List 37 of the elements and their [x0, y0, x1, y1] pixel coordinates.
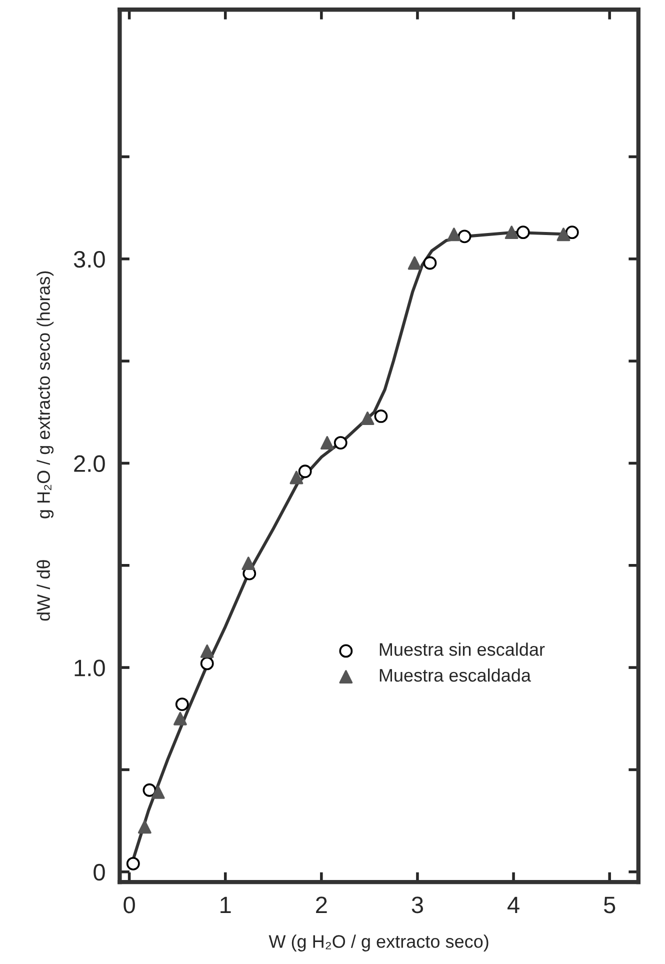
legend-label: Muestra escaldada — [380, 668, 531, 682]
point — [151, 785, 165, 799]
x-tick-label: 3 — [412, 896, 423, 914]
point — [374, 410, 388, 423]
point — [175, 698, 189, 712]
point — [334, 436, 348, 450]
x-tick-label: 2 — [316, 896, 327, 914]
point — [298, 464, 312, 478]
point — [408, 256, 422, 270]
point — [320, 436, 334, 450]
y-tick-label: 3.0 — [74, 250, 105, 268]
point — [200, 644, 214, 658]
point — [242, 556, 256, 570]
x-tick-label: 1 — [220, 896, 231, 914]
point — [360, 412, 374, 425]
point — [126, 856, 140, 870]
y-tick-label: 2.0 — [74, 455, 105, 472]
y-tick-label: 1.0 — [74, 660, 105, 676]
point — [556, 228, 570, 242]
point — [516, 226, 530, 240]
x-tick-label: 0 — [124, 896, 135, 914]
point — [200, 656, 214, 670]
point — [565, 226, 579, 240]
x-axis-title: W (g H₂O / g extracto seco) — [268, 934, 488, 952]
point — [458, 230, 472, 244]
x-tick-label: 4 — [508, 896, 520, 914]
point — [504, 226, 518, 240]
legend-label: Muestra sin escaldar — [380, 642, 545, 656]
point — [138, 820, 152, 834]
point — [447, 228, 461, 242]
y-axis-title: dW / dθ g H₂O / g extracto seco (horas) — [36, 271, 54, 621]
point — [142, 783, 156, 797]
point — [423, 256, 437, 270]
point — [290, 470, 304, 484]
y-tick-label: 0 — [94, 864, 105, 881]
x-tick-label: 5 — [604, 896, 616, 914]
point — [174, 712, 187, 726]
